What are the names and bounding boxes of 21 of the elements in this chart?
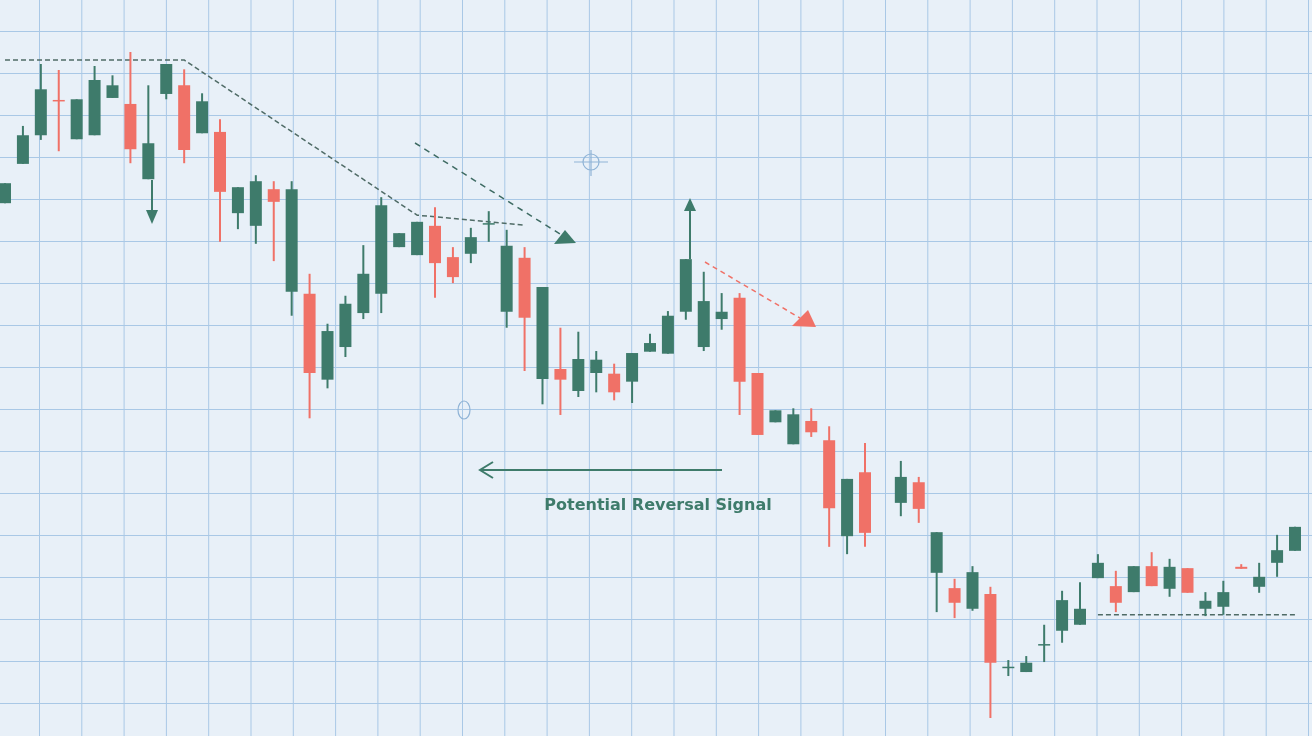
candlestick xyxy=(805,407,818,438)
candlestick xyxy=(715,292,728,331)
candlestick xyxy=(106,74,119,99)
candlestick xyxy=(1253,561,1266,594)
candlestick xyxy=(554,326,567,416)
candlestick xyxy=(1109,569,1122,614)
candlestick xyxy=(608,362,621,402)
candlestick xyxy=(464,226,477,265)
candlestick xyxy=(948,577,961,620)
candlestick xyxy=(482,210,495,243)
candlestick xyxy=(1271,533,1284,578)
candlestick xyxy=(1163,557,1176,598)
candlestick xyxy=(590,350,603,394)
candlestick xyxy=(267,180,280,263)
candlestick xyxy=(1038,623,1051,664)
candlestick xyxy=(1217,579,1230,616)
candlestick xyxy=(446,246,459,285)
candlestick xyxy=(1145,551,1158,588)
annotation: Potential Reversal Signal xyxy=(544,495,772,514)
candlestick xyxy=(1199,591,1212,618)
candlestick xyxy=(1074,581,1086,626)
